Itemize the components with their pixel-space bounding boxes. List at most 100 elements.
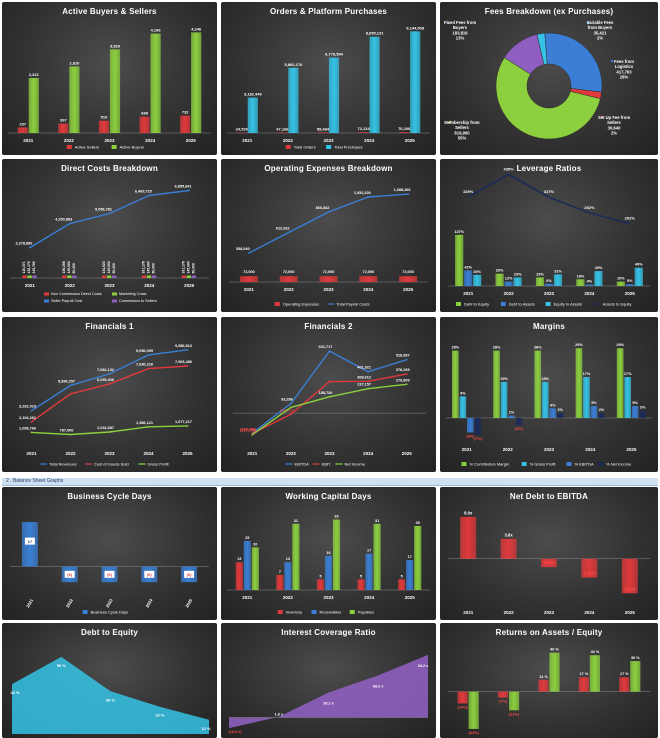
- x-tick-label: 2023: [105, 597, 114, 608]
- x-tick-label: 2025: [405, 595, 416, 600]
- line-point: [287, 231, 290, 234]
- data-label: 435%: [503, 166, 514, 171]
- data-label: 787,006: [60, 428, 74, 432]
- data-label: 2%: [599, 408, 605, 412]
- chart-leverage-ratios: 137% 33% 23% 18% 10% 42% 12% 6% 4% 5% 30% 23% 31% 40%…: [440, 159, 658, 312]
- data-label: 17%: [583, 372, 591, 376]
- chart-canvas: 8.0x 3.8x (1.6x) (3.6x) (6.6x) 2021 2022 2023 20…: [448, 510, 650, 615]
- data-label: 132,172: [27, 261, 31, 273]
- x-tick-label: 2025: [405, 138, 416, 143]
- data-label: 5%: [591, 401, 597, 405]
- chart-title: Margins: [532, 322, 566, 331]
- x-tick-label: 2023: [104, 283, 115, 288]
- data-label: 38.2 x: [323, 701, 334, 705]
- line-point: [108, 212, 111, 215]
- bar: [624, 377, 631, 418]
- bar: [474, 417, 482, 435]
- data-label: 58,484: [317, 126, 330, 131]
- bar: [235, 562, 243, 590]
- line-point: [328, 380, 331, 383]
- line-point: [405, 358, 408, 361]
- bar: [239, 276, 258, 282]
- data-label: 9,580,812: [175, 344, 192, 348]
- data-label: (6): [107, 572, 113, 577]
- bar: [594, 271, 603, 286]
- data-label: 397: [60, 118, 67, 123]
- x-tick-label: 2022: [503, 447, 514, 452]
- chart-title: Leverage Ratios: [516, 164, 582, 173]
- slice-label: Set Up Fee from: [598, 115, 630, 120]
- data-label: 17%: [624, 372, 632, 376]
- bar: [455, 234, 464, 286]
- data-label: (3%): [515, 427, 524, 431]
- data-label: 7,630,226: [136, 363, 153, 367]
- data-label: 31%: [554, 269, 562, 273]
- data-label: 9,144,508: [406, 25, 425, 30]
- series-line: [467, 173, 631, 225]
- x-tick-label: 2022: [65, 283, 76, 288]
- legend-label: Gross Profit: [148, 462, 170, 467]
- chart-canvas: 42 % 59 % 36 % 23 % 12 %: [10, 656, 211, 734]
- x-tick-label: 2021: [247, 451, 258, 456]
- data-label: 612,832: [276, 226, 290, 230]
- slice-label: Sellers: [455, 125, 469, 130]
- x-tick-label: 2021: [242, 595, 253, 600]
- data-label: 6,039,406: [97, 378, 114, 382]
- data-label: 1,088,260: [394, 188, 411, 192]
- bar: [107, 275, 112, 278]
- data-label: 252%: [584, 205, 595, 210]
- x-tick-label: 2022: [283, 138, 294, 143]
- slice-label: 35,421: [594, 30, 607, 35]
- bar: [585, 284, 594, 286]
- chart-title: Financials 2: [304, 322, 353, 331]
- section-label: 2 . Balance Sheet Graphs: [6, 478, 64, 484]
- chart-title: Net Debt to EBITDA: [509, 492, 589, 501]
- bar: [328, 57, 340, 134]
- bar: [504, 281, 513, 286]
- x-tick-label: 2022: [286, 451, 297, 456]
- data-label: 3.8x: [505, 532, 514, 537]
- data-label: 308,612: [357, 375, 371, 379]
- data-label: 28%: [534, 346, 542, 350]
- chart-title: Debt to Equity: [80, 628, 139, 637]
- data-label: 30%: [473, 270, 481, 274]
- x-tick-label: 2024: [585, 447, 596, 452]
- data-label: 6%: [546, 279, 552, 283]
- data-label: 59 %: [57, 663, 67, 668]
- chart-canvas: (14%) (7%) 14 % 17 % 17 % (44%) (22%) 46 % 43 % 3…: [448, 648, 650, 735]
- x-tick-label: 2024: [584, 291, 595, 296]
- legend-label: Receivables: [320, 610, 342, 615]
- line-point: [367, 370, 369, 373]
- legend-label: % EBITDA: [575, 462, 594, 467]
- data-label: 2,378,880: [15, 242, 32, 246]
- bar: [58, 123, 69, 133]
- bar: [583, 377, 590, 418]
- data-label: 3,182,449: [244, 92, 263, 97]
- bar: [186, 275, 191, 278]
- bar: [541, 558, 557, 568]
- x-tick-label: 2023: [104, 451, 115, 456]
- data-label: 5,860,176: [285, 62, 304, 67]
- bar: [112, 275, 117, 278]
- bar: [365, 553, 373, 590]
- pie-slice: [544, 32, 603, 93]
- data-label: 5: [401, 574, 403, 578]
- data-label: 36 %: [631, 656, 640, 660]
- chart-business-cycle-days: 17 2021 (6) 2022 (6) 2023 (6) 2024 (6) 2025 Busine…: [2, 487, 217, 620]
- legend-label: Equity to Assets: [554, 302, 582, 307]
- line-point: [248, 252, 250, 254]
- x-tick-label: 2021: [23, 138, 34, 143]
- data-label: (7%): [474, 437, 483, 441]
- bar: [460, 516, 477, 559]
- chart-canvas: (16.8 x) 1.8 x 38.2 x 68.6 x 94.2 x: [228, 654, 429, 734]
- line-point: [30, 431, 33, 434]
- chart-title: Returns on Assets / Equity: [495, 628, 603, 637]
- slice-label: Buyers: [453, 25, 468, 30]
- slice-label: Variable Fees: [587, 20, 614, 25]
- data-label: 136,268: [62, 261, 66, 273]
- data-label: 866,662: [316, 206, 330, 210]
- line-point: [328, 395, 331, 398]
- bar: [616, 348, 624, 418]
- data-label: 8.0x: [464, 510, 473, 515]
- data-label: (6): [67, 572, 73, 577]
